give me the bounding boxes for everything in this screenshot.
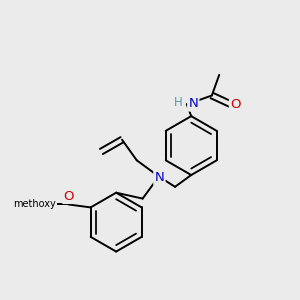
Text: H: H — [174, 96, 183, 110]
Text: methoxy: methoxy — [13, 200, 56, 209]
Text: N: N — [188, 97, 198, 110]
Text: N: N — [154, 172, 164, 184]
Text: O: O — [63, 190, 74, 203]
Text: O: O — [230, 98, 241, 111]
